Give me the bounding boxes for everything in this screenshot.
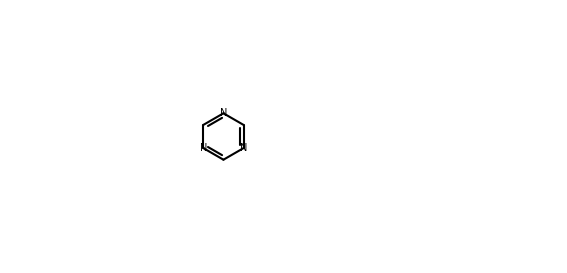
Text: N: N — [200, 143, 207, 153]
Text: N: N — [220, 108, 227, 118]
Text: N: N — [240, 143, 247, 153]
